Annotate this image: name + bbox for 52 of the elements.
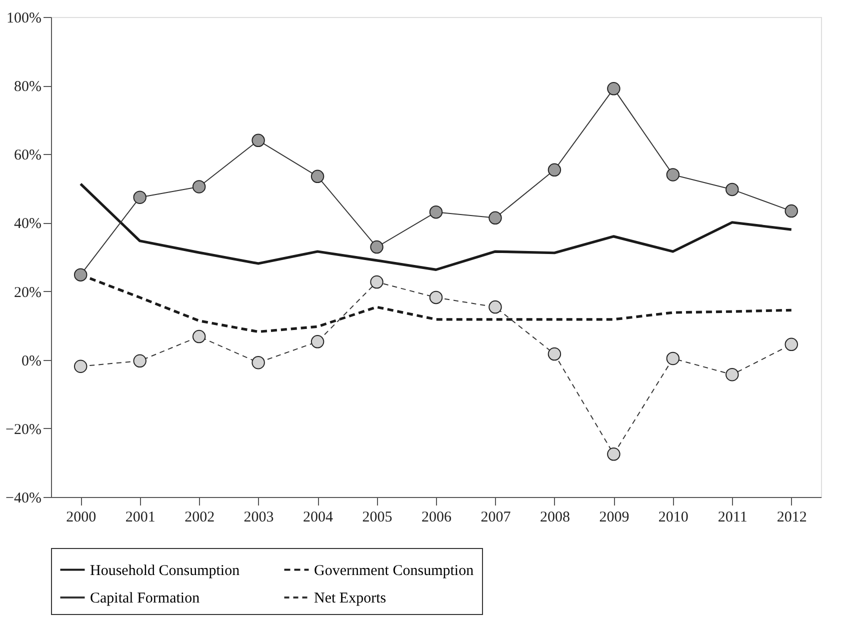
legend-label: Capital Formation: [90, 590, 200, 606]
y-tick-label: 40%: [14, 216, 42, 232]
point: [607, 448, 620, 461]
x-tick-label: 2008: [540, 510, 570, 526]
point: [370, 275, 384, 289]
point: [488, 300, 502, 314]
point: [74, 360, 88, 373]
legend-label: Net Exports: [314, 590, 386, 606]
y-tick-label: 60%: [14, 148, 42, 164]
point: [429, 205, 443, 219]
x-tick-label: 2000: [66, 510, 96, 526]
point: [784, 338, 798, 352]
point: [666, 352, 680, 366]
point: [133, 354, 146, 368]
point: [666, 168, 680, 182]
x-tick-label: 2012: [776, 510, 807, 526]
x-tick-label: 2002: [184, 510, 215, 526]
point: [370, 240, 384, 254]
point: [310, 335, 324, 348]
point: [310, 170, 324, 184]
legend-label: Household Consumption: [90, 562, 240, 579]
point: [548, 347, 562, 361]
point: [133, 190, 146, 204]
legend-label: Government Consumption: [314, 562, 474, 579]
x-tick-label: 2011: [718, 510, 748, 526]
point: [548, 163, 562, 177]
point: [192, 180, 206, 194]
x-tick-label: 2009: [599, 510, 630, 526]
line-series: [79, 182, 793, 271]
x-tick-label: 2006: [422, 510, 452, 526]
point: [252, 356, 265, 370]
y-tick-label: 80%: [14, 79, 42, 96]
y-tick-label: 20%: [14, 284, 42, 301]
point: [429, 290, 443, 304]
x-tick-label: 2010: [658, 510, 688, 526]
point: [607, 82, 620, 96]
y-tick-label: 100%: [6, 10, 42, 26]
y-tick-label: 0%: [22, 353, 42, 370]
x-tick-label: 2007: [480, 510, 512, 526]
x-tick-label: 2004: [303, 510, 334, 526]
point: [192, 330, 206, 344]
x-tick-label: 2001: [125, 510, 156, 526]
point: [252, 134, 265, 148]
point: [726, 368, 739, 382]
point: [74, 268, 88, 282]
point: [488, 211, 502, 225]
x-tick-label: 2005: [362, 510, 392, 526]
x-tick-label: 2003: [244, 510, 274, 526]
point: [784, 204, 798, 218]
point: [726, 182, 739, 196]
y-tick-label: −40%: [6, 490, 42, 506]
y-tick-label: −20%: [6, 422, 42, 438]
